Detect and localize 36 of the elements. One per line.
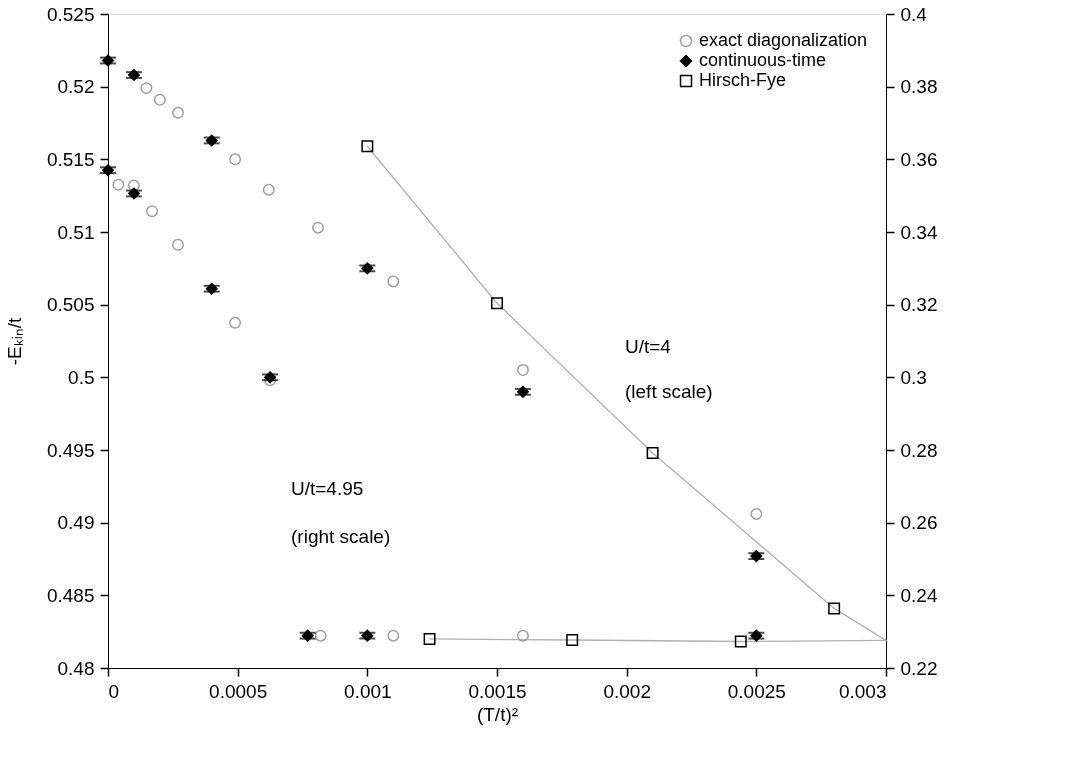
annotation: U/t=4 [625,336,672,357]
y-tick-label: 0.48 [57,657,95,679]
y-tick-label: 0.505 [46,294,95,316]
y2-tick-label: 0.32 [900,294,938,316]
y-tick-label: 0.525 [46,3,95,25]
x-tick-label: 0.002 [603,680,651,702]
y2-tick-label: 0.22 [900,657,938,679]
x-tick-label: 0.0025 [727,680,786,702]
x-tick-label: 0 [108,680,120,702]
annotation: U/t=4.95 [291,478,364,499]
x-tick-label: 0.003 [838,680,887,702]
x-tick-label: 0.0015 [468,680,527,702]
y-tick-label: 0.485 [46,584,95,606]
y2-tick-label: 0.38 [900,76,938,98]
y2-tick-label: 0.36 [900,148,938,170]
y2-tick-label: 0.34 [900,221,938,243]
y-tick-label: 0.52 [57,76,95,98]
y-tick-label: 0.49 [57,512,95,534]
x-axis-title: (T/t)² [476,703,519,725]
y2-tick-label: 0.3 [900,366,927,388]
legend-label: continuous-time [699,50,827,70]
y-tick-label: 0.515 [46,148,95,170]
annotation: (left scale) [625,381,713,402]
y2-tick-label: 0.24 [900,584,938,606]
y-tick-label: 0.495 [46,439,95,461]
y2-tick-label: 0.28 [900,439,938,461]
annotation: (right scale) [291,526,391,547]
y-tick-label: 0.5 [68,366,95,388]
legend-label: Hirsch-Fye [699,70,787,90]
y-axis-title: -Eₖᵢₙ/t [3,317,25,366]
x-tick-label: 0.0005 [209,680,268,702]
y2-tick-label: 0.4 [900,3,928,25]
legend-label: exact diagonalization [699,30,868,50]
x-tick-label: 0.001 [344,680,392,702]
y2-tick-label: 0.26 [900,512,938,534]
y-tick-label: 0.51 [57,221,95,243]
